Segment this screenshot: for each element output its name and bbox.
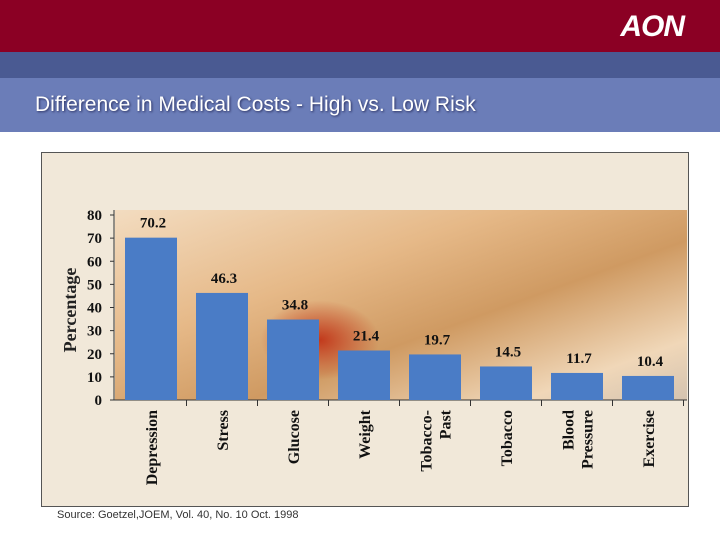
top-bar bbox=[0, 0, 720, 52]
x-category-label: Stress bbox=[215, 410, 232, 451]
data-label: 34.8 bbox=[282, 298, 308, 314]
bar bbox=[267, 319, 319, 400]
bar bbox=[125, 237, 177, 400]
title-bar bbox=[0, 78, 720, 132]
x-category-label: Glucose bbox=[286, 410, 303, 464]
bar bbox=[196, 292, 248, 400]
x-category-label: Pressure bbox=[580, 410, 597, 469]
x-category-label: Past bbox=[438, 409, 455, 439]
source-note: Source: Goetzel,JOEM, Vol. 40, No. 10 Oc… bbox=[57, 509, 299, 521]
aon-logo: AON bbox=[620, 10, 685, 43]
y-axis-title: Percentage bbox=[60, 268, 80, 353]
y-tick-label: 10 bbox=[87, 370, 102, 386]
x-category-label: Tobacco- bbox=[419, 410, 436, 472]
y-tick-label: 20 bbox=[87, 347, 102, 363]
y-tick-label: 80 bbox=[87, 208, 102, 224]
y-tick-label: 40 bbox=[87, 301, 102, 317]
x-category-label: Blood bbox=[561, 410, 578, 450]
bar bbox=[338, 350, 390, 400]
bar bbox=[480, 366, 532, 400]
y-tick-label: 50 bbox=[87, 277, 102, 293]
header-strip bbox=[0, 52, 720, 78]
x-category-label: Depression bbox=[144, 410, 161, 485]
slide-title: Difference in Medical Costs - High vs. L… bbox=[35, 93, 476, 116]
y-tick-label: 30 bbox=[87, 324, 102, 340]
x-category-label: Weight bbox=[357, 409, 374, 459]
y-tick-label: 0 bbox=[95, 393, 103, 409]
data-label: 14.5 bbox=[495, 344, 521, 360]
bar bbox=[409, 354, 461, 400]
data-label: 70.2 bbox=[140, 216, 166, 232]
data-label: 21.4 bbox=[353, 329, 380, 345]
data-label: 11.7 bbox=[566, 351, 592, 367]
data-label: 46.3 bbox=[211, 271, 237, 287]
bar bbox=[551, 372, 603, 400]
data-label: 10.4 bbox=[637, 354, 664, 370]
y-tick-label: 70 bbox=[87, 231, 102, 247]
x-category-label: Tobacco bbox=[499, 410, 516, 466]
y-tick-label: 60 bbox=[87, 254, 102, 270]
bar bbox=[622, 375, 674, 400]
data-label: 19.7 bbox=[424, 332, 451, 348]
x-category-label: Exercise bbox=[641, 410, 658, 467]
